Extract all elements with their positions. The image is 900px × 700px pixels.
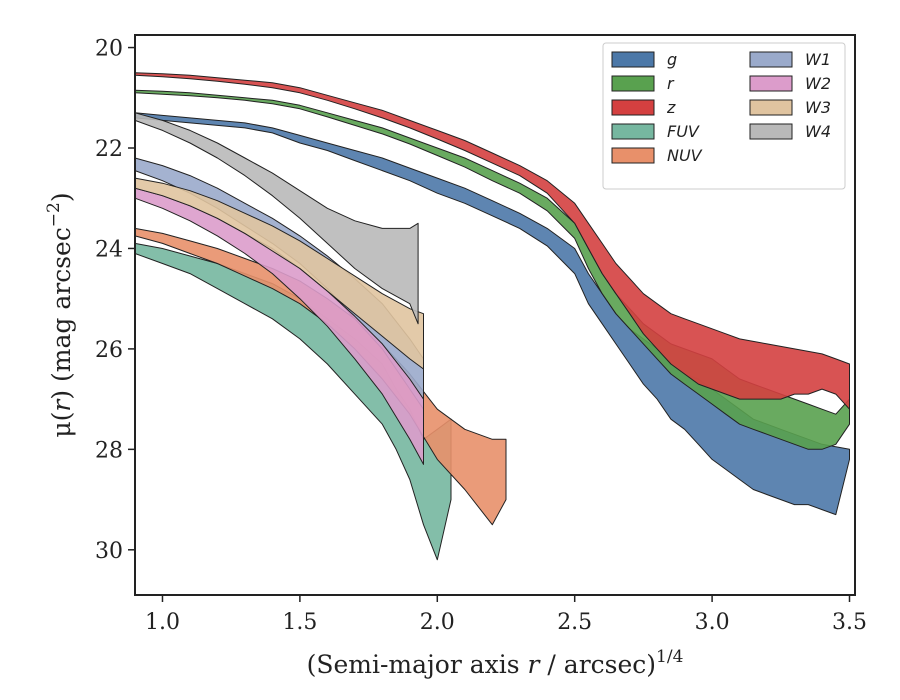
band-z [134,72,850,410]
legend-swatch-z [611,99,655,116]
x-tick-label: 2.5 [557,610,592,635]
legend-swatch-w2 [749,75,793,92]
legend-swatch-w4 [749,123,793,140]
legend-swatch-fuv [611,123,655,140]
legend-label-w2: W2 [805,74,831,93]
x-tick-label: 3.5 [832,610,867,635]
y-tick-label: 20 [95,37,123,62]
plot-frame [134,34,856,596]
legend-swatch-r [611,75,655,92]
x-tick-label: 1.0 [145,610,180,635]
x-axis-title: (Semi-major axis r / arcsec)1/4 [307,647,684,679]
y-tick-label: 22 [95,137,123,162]
legend-label-w4: W4 [805,122,831,141]
legend-label-g: g [667,50,677,69]
series-bands [134,72,850,561]
band-w3 [134,177,424,370]
y-axis-ticks: 20 22 24 26 28 30 [95,37,135,564]
y-tick-label: 30 [95,539,123,564]
legend-label-fuv: FUV [667,122,700,141]
legend-label-z: z [666,98,676,117]
x-tick-label: 1.5 [282,610,317,635]
legend-swatch-w3 [749,99,793,116]
legend-label-w3: W3 [805,98,831,117]
legend-swatch-nuv [611,147,655,164]
y-tick-label: 24 [95,237,123,262]
legend-swatch-w1 [749,51,793,68]
band-g [134,112,850,516]
x-tick-label: 3.0 [695,610,730,635]
x-tick-label: 2.0 [420,610,455,635]
legend-label-r: r [667,74,675,93]
legend: grz FUV NUV W1 W2 W3 W4 [602,42,846,190]
y-tick-label: 26 [95,338,123,363]
legend-swatch-g [611,51,655,68]
x-axis-ticks: 1.0 1.5 2.0 2.5 3.0 3.5 [145,595,867,635]
legend-label-nuv: NUV [667,146,703,165]
y-axis-title: μ(r) (mag arcsec−2) [44,192,76,437]
legend-label-w1: W1 [805,50,831,69]
y-tick-label: 28 [95,438,123,463]
band-w4 [134,112,419,325]
